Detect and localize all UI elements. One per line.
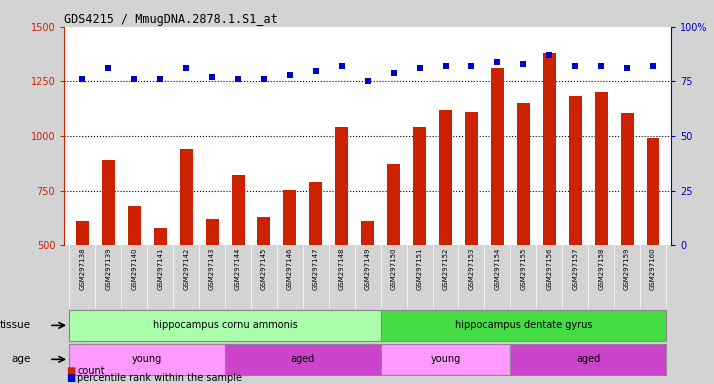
Bar bbox=[180, 149, 193, 245]
Bar bbox=[69, 310, 381, 341]
Text: ■: ■ bbox=[66, 373, 75, 383]
Text: tissue: tissue bbox=[0, 320, 31, 330]
Point bbox=[206, 74, 218, 80]
Text: hippocampus dentate gyrus: hippocampus dentate gyrus bbox=[455, 320, 592, 330]
Text: GSM297157: GSM297157 bbox=[572, 247, 578, 290]
Bar bbox=[258, 217, 271, 245]
Bar bbox=[69, 344, 225, 375]
Point bbox=[336, 63, 348, 69]
Text: GSM297159: GSM297159 bbox=[624, 247, 630, 290]
Point bbox=[258, 76, 270, 83]
Text: aged: aged bbox=[291, 354, 315, 364]
Bar bbox=[154, 228, 166, 245]
Text: GSM297138: GSM297138 bbox=[79, 247, 86, 290]
Point bbox=[362, 78, 373, 84]
Bar bbox=[76, 221, 89, 245]
Text: GSM297148: GSM297148 bbox=[338, 247, 345, 290]
Text: GSM297158: GSM297158 bbox=[598, 247, 604, 290]
Text: GSM297139: GSM297139 bbox=[106, 247, 111, 290]
Text: GSM297154: GSM297154 bbox=[494, 247, 501, 290]
Point bbox=[310, 68, 321, 74]
Text: GSM297155: GSM297155 bbox=[521, 247, 526, 290]
Bar bbox=[646, 138, 660, 245]
Text: ■: ■ bbox=[66, 366, 75, 376]
Bar bbox=[283, 190, 296, 245]
Bar bbox=[128, 206, 141, 245]
Bar bbox=[595, 93, 608, 245]
Bar bbox=[381, 310, 666, 341]
Text: GSM297145: GSM297145 bbox=[261, 247, 267, 290]
Text: GSM297146: GSM297146 bbox=[287, 247, 293, 290]
Point bbox=[543, 52, 555, 58]
Bar bbox=[543, 53, 555, 245]
Point bbox=[570, 63, 581, 69]
Point bbox=[181, 65, 192, 71]
Point bbox=[648, 63, 659, 69]
Text: percentile rank within the sample: percentile rank within the sample bbox=[77, 373, 242, 383]
Text: GSM297156: GSM297156 bbox=[546, 247, 552, 290]
Text: GSM297152: GSM297152 bbox=[443, 247, 448, 290]
Bar bbox=[439, 110, 452, 245]
Bar bbox=[620, 113, 633, 245]
Point bbox=[466, 63, 477, 69]
Bar bbox=[381, 344, 511, 375]
Point bbox=[595, 63, 607, 69]
Text: GSM297149: GSM297149 bbox=[365, 247, 371, 290]
Point bbox=[518, 61, 529, 67]
Text: GSM297160: GSM297160 bbox=[650, 247, 656, 290]
Text: age: age bbox=[11, 354, 31, 364]
Text: GDS4215 / MmugDNA.2878.1.S1_at: GDS4215 / MmugDNA.2878.1.S1_at bbox=[64, 13, 278, 26]
Bar bbox=[491, 68, 504, 245]
Bar bbox=[225, 344, 381, 375]
Bar bbox=[309, 182, 322, 245]
Point bbox=[440, 63, 451, 69]
Text: GSM297140: GSM297140 bbox=[131, 247, 137, 290]
Text: hippocampus cornu ammonis: hippocampus cornu ammonis bbox=[153, 320, 298, 330]
Bar bbox=[511, 344, 666, 375]
Bar bbox=[387, 164, 400, 245]
Point bbox=[492, 59, 503, 65]
Text: GSM297141: GSM297141 bbox=[157, 247, 164, 290]
Point bbox=[414, 65, 426, 71]
Point bbox=[284, 72, 296, 78]
Point bbox=[103, 65, 114, 71]
Point bbox=[129, 76, 140, 83]
Bar bbox=[206, 219, 218, 245]
Bar bbox=[517, 103, 530, 245]
Text: GSM297142: GSM297142 bbox=[183, 247, 189, 290]
Text: GSM297144: GSM297144 bbox=[235, 247, 241, 290]
Bar bbox=[231, 175, 244, 245]
Text: GSM297147: GSM297147 bbox=[313, 247, 319, 290]
Text: aged: aged bbox=[576, 354, 600, 364]
Bar bbox=[361, 221, 374, 245]
Bar bbox=[569, 96, 582, 245]
Text: young: young bbox=[431, 354, 461, 364]
Text: count: count bbox=[77, 366, 105, 376]
Text: young: young bbox=[132, 354, 162, 364]
Bar bbox=[102, 160, 115, 245]
Point bbox=[621, 65, 633, 71]
Point bbox=[232, 76, 243, 83]
Bar bbox=[465, 112, 478, 245]
Point bbox=[388, 70, 399, 76]
Bar bbox=[336, 127, 348, 245]
Text: GSM297150: GSM297150 bbox=[391, 247, 397, 290]
Point bbox=[154, 76, 166, 83]
Bar bbox=[413, 127, 426, 245]
Text: GSM297153: GSM297153 bbox=[468, 247, 475, 290]
Text: GSM297151: GSM297151 bbox=[416, 247, 423, 290]
Text: GSM297143: GSM297143 bbox=[209, 247, 215, 290]
Point bbox=[76, 76, 88, 83]
